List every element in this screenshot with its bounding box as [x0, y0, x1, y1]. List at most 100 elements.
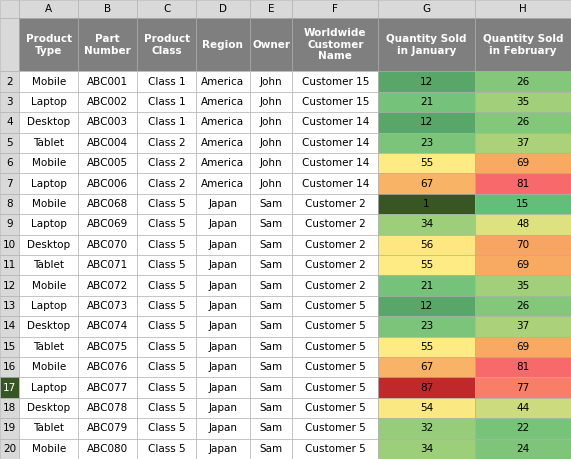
Text: Mobile: Mobile	[31, 77, 66, 87]
Bar	[292, 72, 378, 92]
Text: Sam: Sam	[259, 219, 283, 230]
Bar	[0, 72, 19, 92]
Text: John: John	[260, 118, 282, 128]
Text: Customer 5: Customer 5	[305, 383, 365, 392]
Bar	[250, 275, 292, 296]
Bar	[196, 235, 250, 255]
Bar	[378, 18, 475, 72]
Text: 10: 10	[3, 240, 16, 250]
Bar	[0, 377, 19, 398]
Bar	[19, 296, 78, 316]
Bar	[0, 255, 19, 275]
Text: Japan: Japan	[208, 280, 238, 291]
Text: 48: 48	[516, 219, 529, 230]
Bar	[78, 214, 137, 235]
Text: Laptop: Laptop	[31, 301, 67, 311]
Bar	[0, 153, 19, 174]
Bar	[137, 296, 196, 316]
Bar	[292, 194, 378, 214]
Bar	[196, 92, 250, 112]
Bar	[19, 194, 78, 214]
Text: 35: 35	[516, 97, 529, 107]
Text: Customer 5: Customer 5	[305, 423, 365, 433]
Text: Tablet: Tablet	[33, 138, 65, 148]
Bar	[475, 72, 571, 92]
Text: Tablet: Tablet	[33, 423, 65, 433]
Text: 6: 6	[6, 158, 13, 168]
Text: John: John	[260, 97, 282, 107]
Text: Class 5: Class 5	[148, 199, 186, 209]
Text: Japan: Japan	[208, 383, 238, 392]
Text: Customer 5: Customer 5	[305, 444, 365, 454]
Text: Class 1: Class 1	[148, 97, 186, 107]
Bar	[137, 439, 196, 459]
Bar	[292, 133, 378, 153]
Bar	[196, 398, 250, 418]
Text: 3: 3	[6, 97, 13, 107]
Text: ABC002: ABC002	[87, 97, 128, 107]
Text: Customer 14: Customer 14	[301, 138, 369, 148]
Text: Mobile: Mobile	[31, 199, 66, 209]
Text: Class 5: Class 5	[148, 240, 186, 250]
Bar	[0, 418, 19, 439]
Bar	[78, 18, 137, 72]
Text: Customer 2: Customer 2	[305, 240, 365, 250]
Bar	[19, 336, 78, 357]
Text: Sam: Sam	[259, 444, 283, 454]
Text: 87: 87	[420, 383, 433, 392]
Text: Class 5: Class 5	[148, 342, 186, 352]
Text: Customer 5: Customer 5	[305, 342, 365, 352]
Text: Class 5: Class 5	[148, 403, 186, 413]
Bar	[137, 133, 196, 153]
Text: ABC074: ABC074	[87, 321, 128, 331]
Bar	[475, 174, 571, 194]
Text: ABC003: ABC003	[87, 118, 128, 128]
Text: Sam: Sam	[259, 240, 283, 250]
Bar	[137, 336, 196, 357]
Text: ABC001: ABC001	[87, 77, 128, 87]
Text: 9: 9	[6, 219, 13, 230]
Text: ABC077: ABC077	[87, 383, 128, 392]
Bar	[292, 18, 378, 72]
Text: 12: 12	[420, 118, 433, 128]
Text: Class 5: Class 5	[148, 280, 186, 291]
Text: 2: 2	[6, 77, 13, 87]
Text: Sam: Sam	[259, 362, 283, 372]
Bar	[137, 112, 196, 133]
Bar	[378, 92, 475, 112]
Bar	[137, 194, 196, 214]
Text: Laptop: Laptop	[31, 97, 67, 107]
Bar	[137, 92, 196, 112]
Text: John: John	[260, 138, 282, 148]
Bar	[196, 0, 250, 18]
Text: Quantity Sold
in January: Quantity Sold in January	[386, 34, 467, 56]
Text: Customer 14: Customer 14	[301, 158, 369, 168]
Bar	[78, 336, 137, 357]
Text: Class 5: Class 5	[148, 383, 186, 392]
Bar	[0, 174, 19, 194]
Bar	[196, 336, 250, 357]
Bar	[137, 316, 196, 336]
Bar	[378, 255, 475, 275]
Bar	[196, 296, 250, 316]
Text: Customer 5: Customer 5	[305, 403, 365, 413]
Bar	[78, 377, 137, 398]
Bar	[292, 153, 378, 174]
Text: America: America	[201, 97, 244, 107]
Bar	[196, 153, 250, 174]
Text: 22: 22	[516, 423, 529, 433]
Bar	[378, 439, 475, 459]
Bar	[250, 194, 292, 214]
Bar	[475, 439, 571, 459]
Text: ABC079: ABC079	[87, 423, 128, 433]
Text: Quantity Sold
in February: Quantity Sold in February	[482, 34, 563, 56]
Bar	[196, 174, 250, 194]
Text: 21: 21	[420, 97, 433, 107]
Text: America: America	[201, 158, 244, 168]
Bar	[137, 357, 196, 377]
Bar	[250, 439, 292, 459]
Bar	[196, 418, 250, 439]
Bar	[196, 112, 250, 133]
Text: Sam: Sam	[259, 383, 283, 392]
Bar	[196, 439, 250, 459]
